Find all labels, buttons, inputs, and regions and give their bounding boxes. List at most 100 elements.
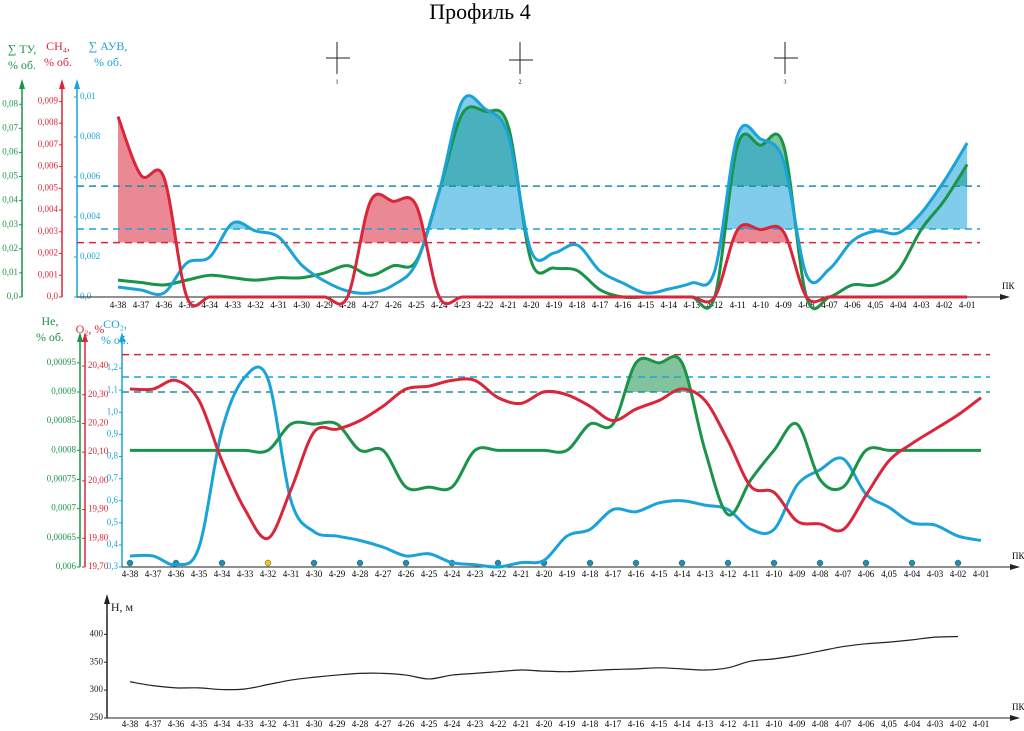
x-tick-label: 4-22 (490, 719, 507, 729)
x-tick-label: 4-18 (569, 300, 586, 310)
x-tick-label: 4-30 (306, 719, 323, 729)
x-axis-arrow (1010, 564, 1020, 570)
x-tick-label: 4-22 (477, 300, 494, 310)
y-tick-label: 0,006 (56, 561, 77, 571)
x-tick-label: 4-08 (798, 300, 815, 310)
y-axis-label: H, м (111, 600, 134, 614)
y-axis-arrow (74, 79, 80, 89)
x-tick-label: 4-15 (651, 569, 668, 579)
y-tick-label: 250 (90, 712, 104, 722)
x-tick-label: 4-03 (913, 300, 930, 310)
y-tick-label: 0,002 (80, 251, 100, 261)
x-axis-label: ПК (1012, 702, 1024, 712)
sample-point (724, 559, 732, 567)
x-tick-label: 4-34 (202, 300, 219, 310)
y-tick-label: 0,008 (38, 117, 59, 127)
x-tick-label: 4-23 (454, 300, 471, 310)
x-tick-label: 4-02 (950, 569, 967, 579)
x-tick-label: 4-28 (339, 300, 356, 310)
y-tick-label: 20,30 (88, 389, 109, 399)
sample-point (678, 559, 686, 567)
x-tick-label: 4-15 (638, 300, 655, 310)
x-tick-label: 4-22 (490, 569, 507, 579)
x-tick-label: 4-33 (237, 719, 254, 729)
y-tick-label: 0,01 (2, 267, 18, 277)
sample-point (586, 559, 594, 567)
y-tick-label: 0,006 (38, 161, 59, 171)
y-tick-label: 0,004 (80, 211, 101, 221)
y-tick-label: 1,1 (107, 384, 118, 394)
y-tick-label: 1,2 (107, 362, 118, 372)
area-fill (130, 356, 981, 392)
y-axis-label: ∑ ТУ, (8, 42, 36, 56)
x-tick-label: 4-13 (697, 569, 714, 579)
sample-point (494, 559, 502, 567)
x-tick-label: 4-38 (122, 719, 139, 729)
sample-point (770, 559, 778, 567)
x-tick-label: 4-10 (766, 569, 783, 579)
x-tick-label: 4-38 (122, 569, 139, 579)
y-tick-label: 0,00085 (47, 415, 77, 425)
x-tick-label: 4-27 (362, 300, 379, 310)
x-tick-label: 4-04 (890, 300, 907, 310)
x-tick-label: 4-37 (145, 719, 162, 729)
x-tick-label: 4-19 (546, 300, 563, 310)
y-axis-arrow (82, 332, 88, 342)
x-tick-label: 4-04 (904, 569, 921, 579)
y-axis-arrow (19, 79, 25, 89)
x-tick-label: 4-04 (904, 719, 921, 729)
x-tick-label: 4-26 (385, 300, 402, 310)
y-tick-label: 0,02 (2, 243, 18, 253)
x-tick-label: 4-26 (398, 719, 415, 729)
series-line (116, 116, 968, 308)
x-tick-label: 4-33 (237, 569, 254, 579)
y-tick-label: 20,40 (88, 360, 109, 370)
y-tick-label: 0,009 (38, 95, 59, 105)
x-tick-label: 4-25 (408, 300, 425, 310)
y-axis-label: % об. (101, 333, 129, 347)
area-fill (118, 95, 968, 229)
y-tick-label: 0,0008 (51, 444, 76, 454)
y-axis-arrow (59, 79, 65, 89)
y-tick-label: 0,003 (38, 226, 59, 236)
x-tick-label: 4-31 (270, 300, 287, 310)
y-tick-label: 20,00 (88, 475, 109, 485)
series-line (130, 354, 981, 517)
x-tick-label: 4-16 (628, 569, 645, 579)
x-axis-arrow (1010, 715, 1020, 721)
y-tick-label: 0,07 (2, 122, 18, 132)
x-tick-label: 4-02 (950, 719, 967, 729)
x-tick-label: 4-06 (844, 300, 861, 310)
x-tick-label: 4-24 (444, 569, 461, 579)
y-tick-label: 0,08 (2, 98, 18, 108)
x-axis-label: ПК (1002, 281, 1015, 291)
x-tick-label: 4-29 (316, 300, 333, 310)
sample-point (264, 559, 272, 567)
y-tick-label: 0,008 (80, 131, 101, 141)
x-tick-label: 4-20 (536, 719, 553, 729)
profile-markers (326, 42, 798, 74)
x-tick-label: 4-21 (500, 300, 517, 310)
x-tick-label: 4-09 (775, 300, 792, 310)
sample-point (218, 559, 226, 567)
x-tick-label: 4-35 (191, 569, 208, 579)
x-tick-label: 4-13 (684, 300, 701, 310)
x-tick-label: 4-38 (110, 300, 127, 310)
x-tick-label: 4,05 (867, 300, 883, 310)
y-tick-label: 20,10 (88, 446, 109, 456)
x-tick-label: 4-03 (927, 719, 944, 729)
x-tick-label: 4-01 (959, 300, 976, 310)
y-axis-arrow (119, 332, 125, 342)
x-tick-label: 4-34 (214, 569, 231, 579)
x-tick-label: 4-20 (536, 569, 553, 579)
y-tick-label: 0,0 (7, 291, 19, 301)
x-tick-label: 4-25 (421, 719, 438, 729)
x-tick-label: 4-09 (789, 569, 806, 579)
x-tick-label: 4-17 (592, 300, 609, 310)
x-tick-label: 4-23 (467, 719, 484, 729)
x-tick-label: 4-16 (628, 719, 645, 729)
y-tick-label: 0,0 (47, 291, 59, 301)
x-tick-label: 4-13 (697, 719, 714, 729)
x-tick-label: 4-21 (513, 569, 530, 579)
x-tick-label: 4-26 (398, 569, 415, 579)
